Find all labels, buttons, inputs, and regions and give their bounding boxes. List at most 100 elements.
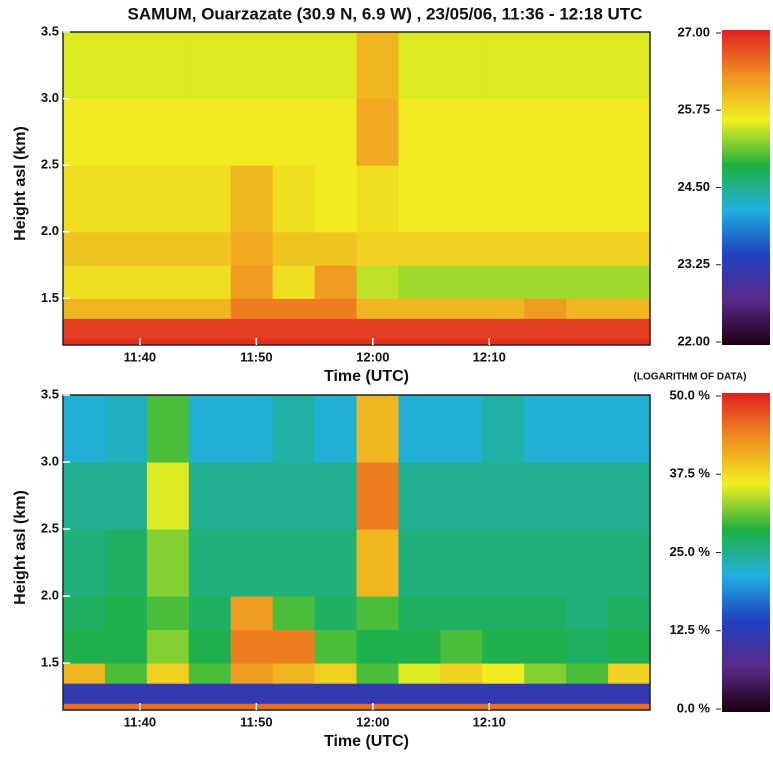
heatmap-cell xyxy=(398,165,441,233)
y-tick-label: 1.5 xyxy=(41,290,59,305)
heatmap-cell xyxy=(524,629,567,664)
heatmap-cell xyxy=(272,298,316,319)
heatmap-cell xyxy=(566,596,609,631)
x-tick-label: 11:50 xyxy=(240,349,273,364)
heatmap-cell xyxy=(482,529,525,597)
heatmap-cell xyxy=(482,462,525,530)
heatmap-cell xyxy=(63,338,106,346)
heatmap-cell xyxy=(314,462,357,530)
x-tick-label: 11:40 xyxy=(124,714,157,729)
y-tick-label: 2.0 xyxy=(41,588,59,603)
y-axis-label: Height asl (km) xyxy=(12,126,29,241)
y-tick-label: 2.0 xyxy=(41,223,59,238)
heatmap-cell xyxy=(524,338,567,346)
heatmap-cell xyxy=(272,338,316,346)
heatmap-cell xyxy=(566,32,609,100)
heatmap-cell xyxy=(230,231,274,266)
heatmap-cell xyxy=(104,265,148,299)
heatmap-cell xyxy=(230,32,274,100)
colorbar-tick-label: 12.5 % xyxy=(670,622,711,637)
colorbar xyxy=(722,30,770,345)
y-tick-label: 3.0 xyxy=(41,90,59,105)
heatmap-cell xyxy=(188,298,232,319)
heatmap-cell xyxy=(230,629,274,664)
heatmap-cell xyxy=(272,318,316,339)
heatmap-cell xyxy=(188,318,232,339)
heatmap-cell xyxy=(146,265,190,299)
heatmap-cell xyxy=(104,663,148,684)
heatmap-cell xyxy=(63,683,106,704)
heatmap-cell xyxy=(398,663,441,684)
heatmap-cell xyxy=(146,629,190,664)
heatmap-cell xyxy=(272,32,316,100)
heatmap-cell xyxy=(230,395,274,463)
colorbar-label: (LOGARITHM OF DATA) xyxy=(634,372,747,383)
heatmap-cell xyxy=(104,395,148,463)
colorbar-tick-label: 0.0 % xyxy=(677,700,711,715)
x-tick-label: 11:40 xyxy=(124,349,157,364)
y-axis-label: Height asl (km) xyxy=(12,490,29,605)
heatmap-cell xyxy=(356,231,399,266)
heatmap-cell xyxy=(104,596,148,631)
heatmap-cell xyxy=(356,683,399,704)
heatmap-cell xyxy=(524,663,567,684)
heatmap-cell xyxy=(230,462,274,530)
heatmap-cell xyxy=(608,231,651,266)
heatmap-cell xyxy=(440,298,483,319)
heatmap-cell xyxy=(104,529,148,597)
heatmap-cell xyxy=(524,265,567,299)
heatmap-cell xyxy=(566,703,609,711)
heatmap-cell xyxy=(272,529,316,597)
heatmap-cell xyxy=(63,703,106,711)
colorbar-tick-label: 27.00 xyxy=(677,24,710,39)
heatmap-cell xyxy=(63,231,106,266)
heatmap-cell xyxy=(440,395,483,463)
heatmap-cell xyxy=(524,462,567,530)
heatmap-cell xyxy=(356,596,399,631)
heatmap-cell xyxy=(314,231,357,266)
heatmap-cell xyxy=(398,395,441,463)
heatmap-cell xyxy=(314,529,357,597)
heatmap-cell xyxy=(188,395,232,463)
heatmap-cell xyxy=(608,663,651,684)
heatmap-cell xyxy=(314,683,357,704)
heatmap-cell xyxy=(146,683,190,704)
heatmap-cell xyxy=(608,529,651,597)
heatmap-cell xyxy=(608,395,651,463)
heatmap-cell xyxy=(482,683,525,704)
heatmap-cell xyxy=(566,231,609,266)
heatmap-cell xyxy=(230,298,274,319)
heatmap-cell xyxy=(188,596,232,631)
heatmap-cell xyxy=(566,318,609,339)
heatmap-cell xyxy=(356,529,399,597)
heatmap-cell xyxy=(482,629,525,664)
heatmap-cell xyxy=(398,231,441,266)
heatmap-cell xyxy=(314,265,357,299)
heatmap-cell xyxy=(608,98,651,166)
heatmap-cell xyxy=(230,318,274,339)
heatmap-cell xyxy=(230,265,274,299)
heatmap-cell xyxy=(566,663,609,684)
heatmap-cell xyxy=(482,231,525,266)
heatmap-cell xyxy=(272,98,316,166)
heatmap-cell xyxy=(188,529,232,597)
heatmap-cell xyxy=(104,165,148,233)
colorbar-tick-label: 37.5 % xyxy=(670,466,711,481)
heatmap-cell xyxy=(230,338,274,346)
heatmap-cell xyxy=(188,265,232,299)
heatmap-cell xyxy=(608,683,651,704)
heatmap-cell xyxy=(146,298,190,319)
heatmap-cell xyxy=(104,462,148,530)
colorbar-tick-label: 50.0 % xyxy=(670,387,711,402)
heatmap-cell xyxy=(272,462,316,530)
heatmap-cell xyxy=(188,98,232,166)
heatmap-cell xyxy=(146,338,190,346)
heatmap-cell xyxy=(524,318,567,339)
heatmap-cell xyxy=(398,529,441,597)
x-tick-label: 11:50 xyxy=(240,714,273,729)
heatmap-cell xyxy=(104,629,148,664)
heatmap-cell xyxy=(566,265,609,299)
heatmap-cell xyxy=(440,318,483,339)
heatmap-cell xyxy=(314,318,357,339)
